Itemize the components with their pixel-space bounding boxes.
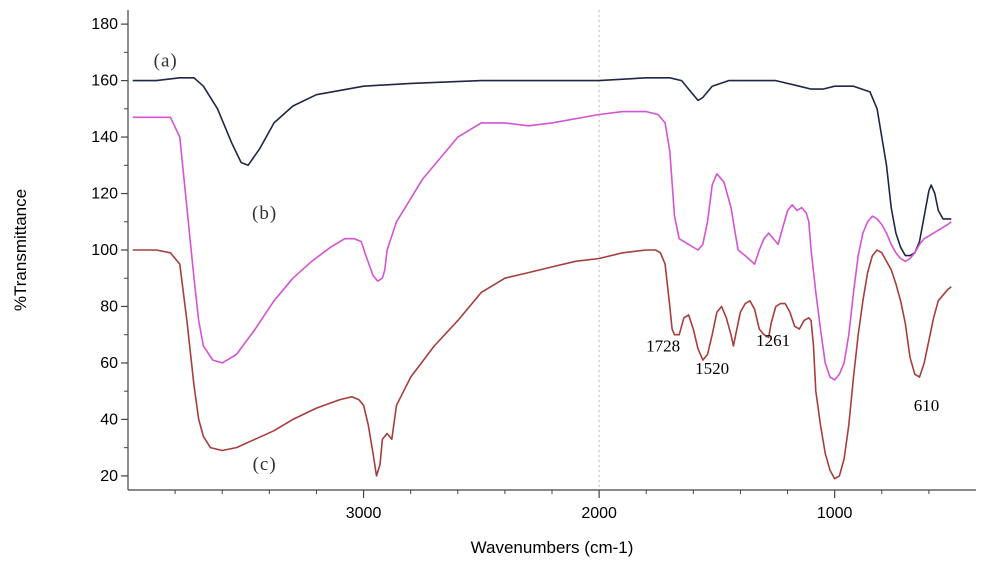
y-tick-label: 100 [91,242,118,259]
y-tick-label: 20 [100,468,118,485]
y-axis-title: %Transmittance [11,189,30,311]
y-tick-label: 140 [91,129,118,146]
x-axis: 3000 2000 1000 [128,489,976,522]
peak-annotation: 610 [914,396,940,415]
series-line-a [132,77,952,257]
y-tick-label: 60 [100,355,118,372]
x-axis-title: Wavenumbers (cm-1) [471,538,634,557]
series-line-c [132,249,952,480]
y-tick-label: 80 [100,298,118,315]
y-tick-label: 120 [91,186,118,203]
peak-annotation: 1520 [695,359,729,378]
y-axis: 20 40 60 80 100 120 140 160 180 [91,10,129,490]
series-label-layer: (a) (b) (c) [154,50,277,475]
series-layer [132,77,952,480]
x-tick-label: 1000 [817,505,853,522]
x-tick-label: 2000 [581,505,617,522]
peak-annotation: 1728 [646,337,680,356]
series-label-c: (c) [253,454,277,475]
series-line-b [132,110,952,381]
y-tick-label: 180 [91,16,118,33]
y-tick-label: 40 [100,411,118,428]
annotation-layer: 1728 1520 1261 610 [646,331,939,415]
series-label-a: (a) [154,50,178,71]
y-tick-label: 160 [91,73,118,90]
series-label-b: (b) [252,203,277,224]
peak-annotation: 1261 [756,331,790,350]
x-tick-label: 3000 [346,505,382,522]
